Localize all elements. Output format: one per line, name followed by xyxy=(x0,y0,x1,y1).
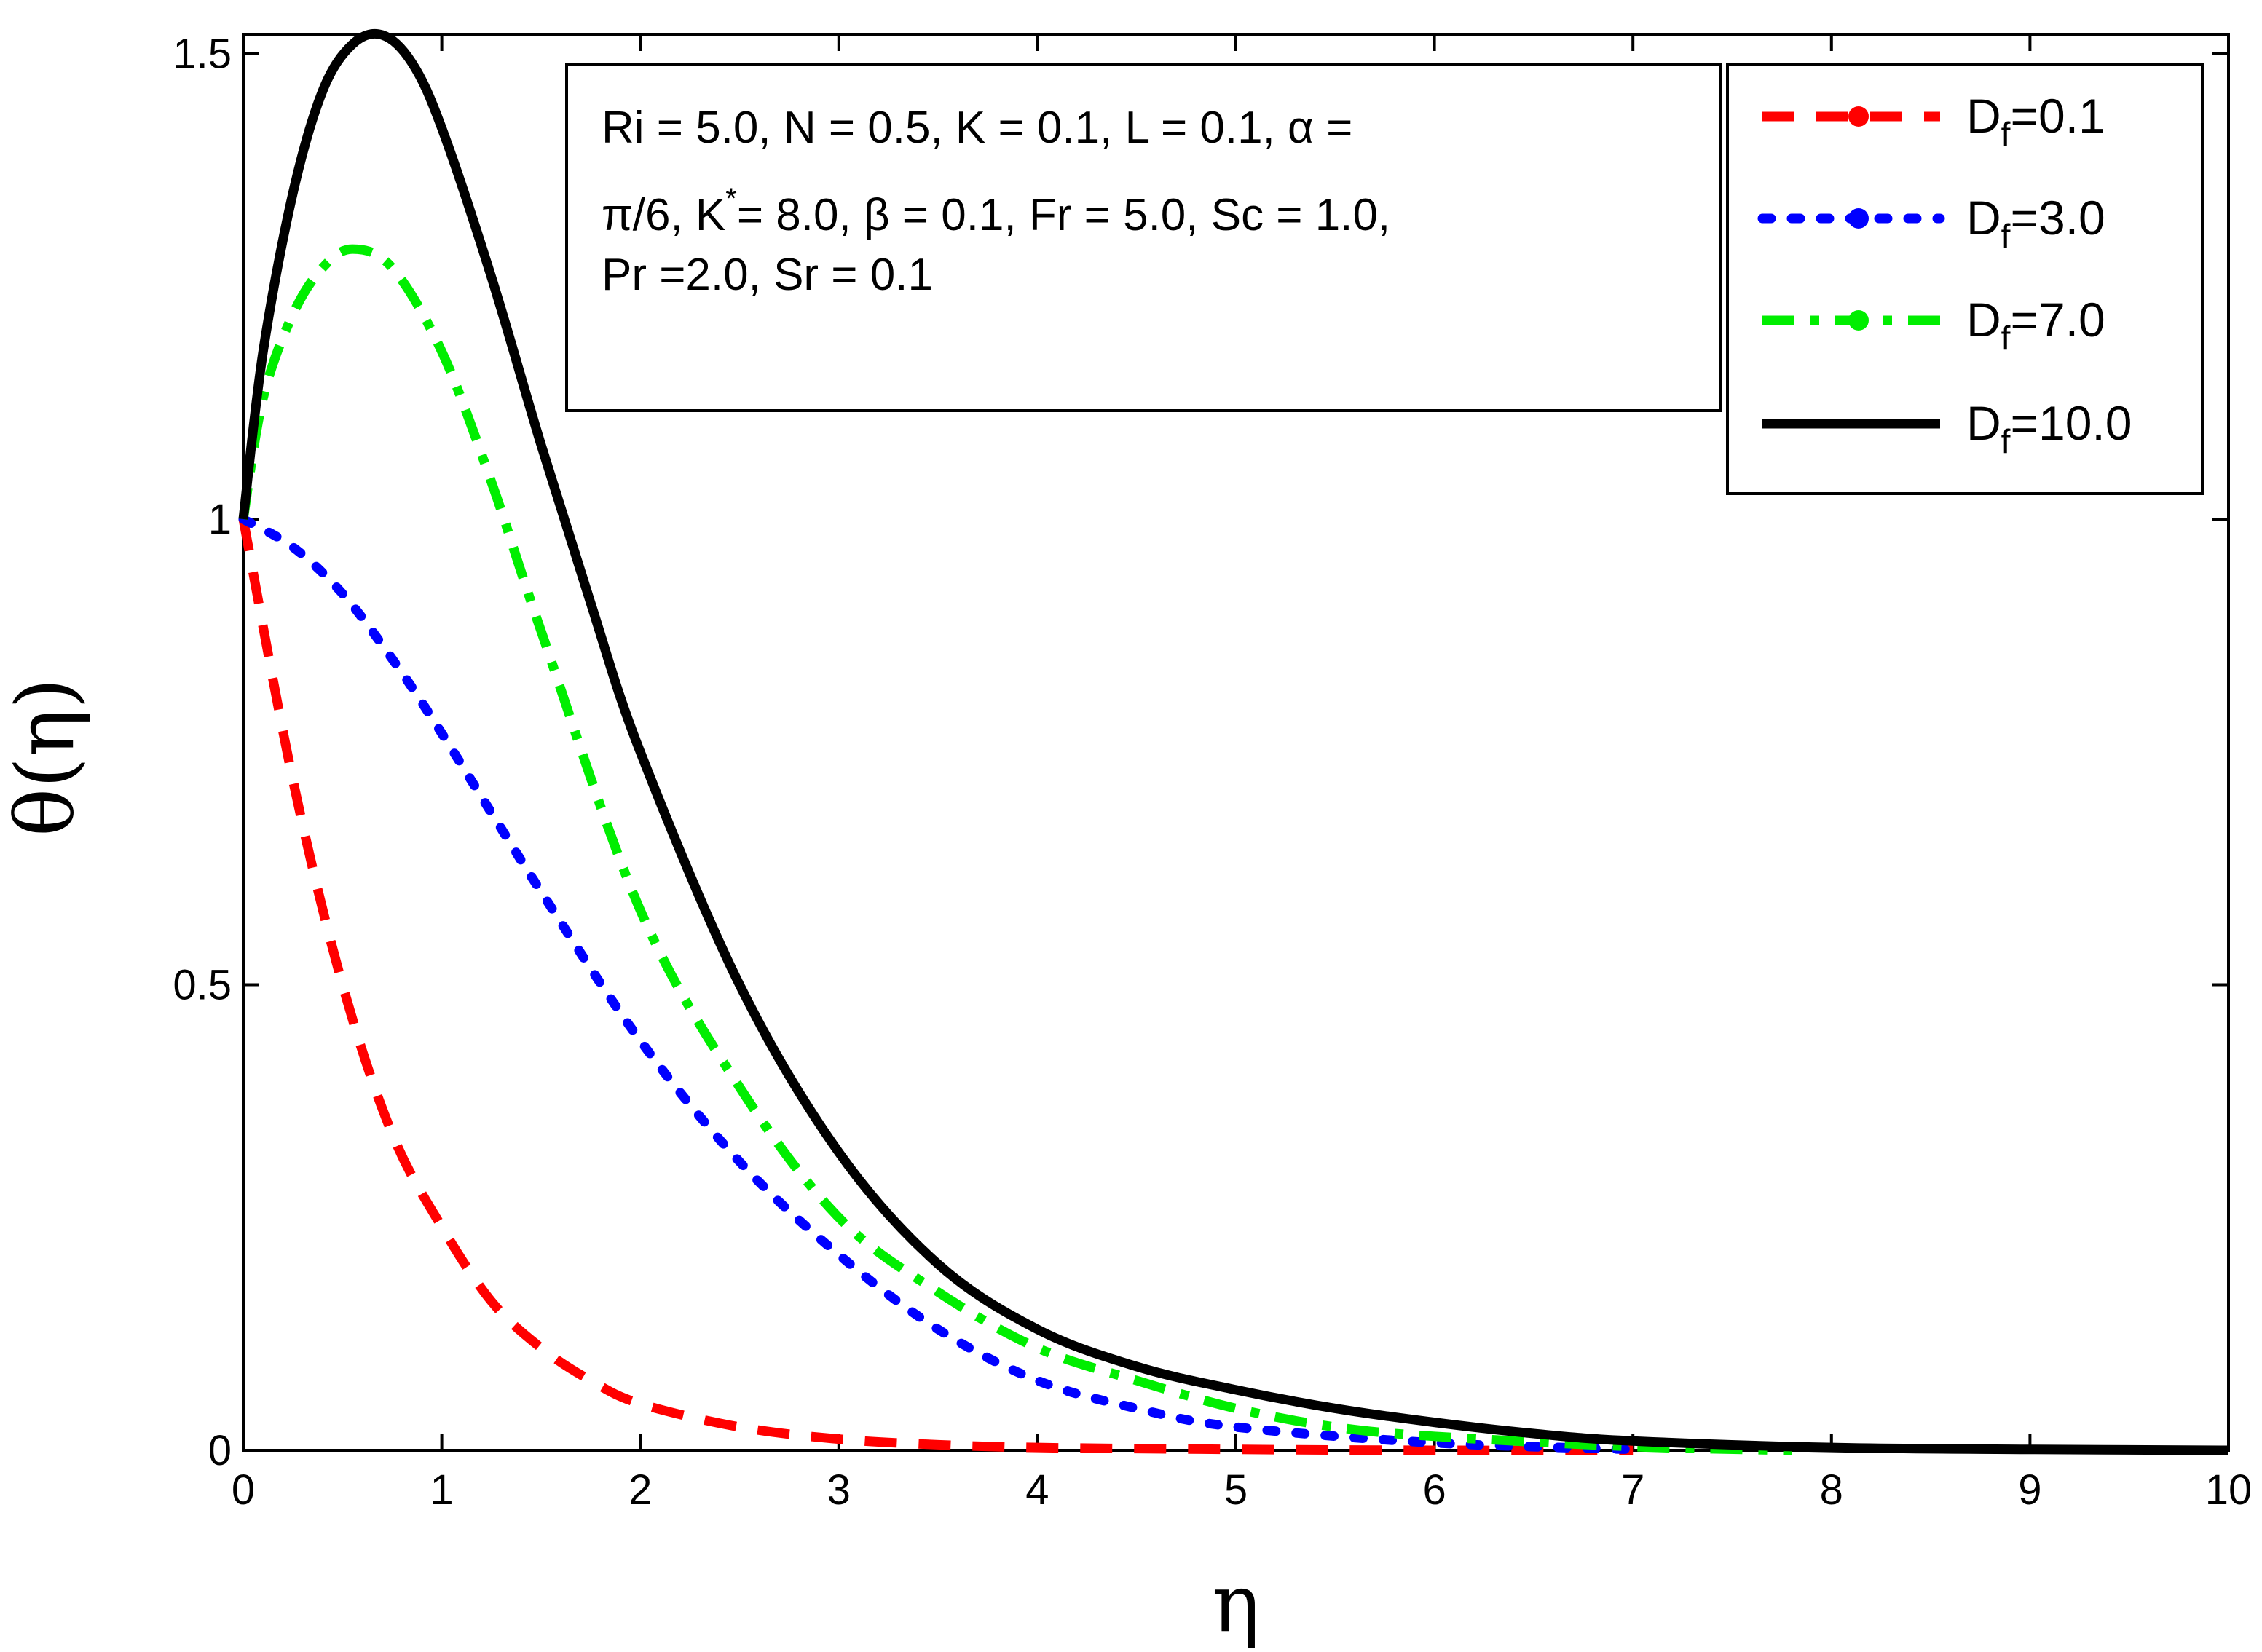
x-tick-label: 2 xyxy=(628,1466,652,1514)
legend-label-2: Df=7.0 xyxy=(1966,293,2105,357)
x-tick-label: 1 xyxy=(430,1466,453,1514)
legend-label-subscript: f xyxy=(2001,115,2011,153)
annotation-line-2a: π/6, K xyxy=(602,190,725,240)
annotation-box xyxy=(565,63,1722,412)
legend-label-0: Df=0.1 xyxy=(1966,89,2105,153)
annotation-line-1: Ri = 5.0, N = 0.5, K = 0.1, L = 0.1, α = xyxy=(602,103,1352,153)
legend-label-subscript: f xyxy=(2001,422,2011,460)
x-tick-label: 9 xyxy=(2018,1466,2041,1514)
legend-label-value: =10.0 xyxy=(2010,396,2132,450)
tick-labels: 0 1 2 3 4 5 6 7 8 9 10 0 0.5 1 1.5 xyxy=(173,31,2252,1514)
x-tick-label: 5 xyxy=(1224,1466,1248,1514)
y-tick-label: 1 xyxy=(208,496,232,543)
legend-marker-0 xyxy=(1848,106,1869,127)
legend-items: Df=0.1Df=3.0Df=7.0Df=10.0 xyxy=(1757,89,2132,460)
legend-label-main: D xyxy=(1966,191,2001,245)
annotation-line-2: π/6, K*= 8.0, β = 0.1, Fr = 5.0, Sc = 1.… xyxy=(602,183,1390,240)
x-tick-label: 8 xyxy=(1820,1466,1843,1514)
legend-label-subscript: f xyxy=(2001,217,2011,255)
x-tick-label: 0 xyxy=(232,1466,255,1514)
legend-label-main: D xyxy=(1966,396,2001,450)
x-tick-label: 7 xyxy=(1621,1466,1644,1514)
annotation-line-3: Pr =2.0, Sr = 0.1 xyxy=(602,250,933,300)
legend-entry-1: Df=3.0 xyxy=(1757,191,2105,255)
x-tick-label: 3 xyxy=(827,1466,851,1514)
legend-label-value: =7.0 xyxy=(2010,293,2105,347)
x-axis-title: η xyxy=(1212,1557,1260,1650)
legend-entry-3: Df=10.0 xyxy=(1762,396,2132,460)
series-line-1 xyxy=(238,514,1638,1455)
annotation-line-2b: = 8.0, β = 0.1, Fr = 5.0, Sc = 1.0, xyxy=(737,190,1390,240)
y-tick-label: 0 xyxy=(208,1427,232,1474)
series-line-2 xyxy=(238,244,1792,1455)
legend-label-main: D xyxy=(1966,89,2001,143)
legend-label-1: Df=3.0 xyxy=(1966,191,2105,255)
legend-marker-2 xyxy=(1848,310,1869,331)
y-tick-label: 1.5 xyxy=(173,31,232,78)
series-line-3 xyxy=(238,28,2229,1455)
legend-label-main: D xyxy=(1966,293,2001,347)
annotation-superscript: * xyxy=(725,183,737,215)
legend-entry-2: Df=7.0 xyxy=(1762,293,2105,357)
legend-label-3: Df=10.0 xyxy=(1966,396,2132,460)
legend-label-value: =0.1 xyxy=(2010,89,2105,143)
y-tick-label: 0.5 xyxy=(173,962,232,1009)
legend-entry-0: Df=0.1 xyxy=(1762,89,2105,153)
legend-marker-1 xyxy=(1848,208,1869,229)
y-axis-title: θ(η) xyxy=(0,678,92,837)
x-tick-label: 4 xyxy=(1025,1466,1049,1514)
x-tick-label: 10 xyxy=(2205,1466,2253,1514)
series-line-0 xyxy=(238,518,1634,1455)
legend-label-subscript: f xyxy=(2001,319,2011,357)
series-layer xyxy=(238,28,2229,1455)
legend-label-value: =3.0 xyxy=(2010,191,2105,245)
x-tick-label: 6 xyxy=(1422,1466,1446,1514)
